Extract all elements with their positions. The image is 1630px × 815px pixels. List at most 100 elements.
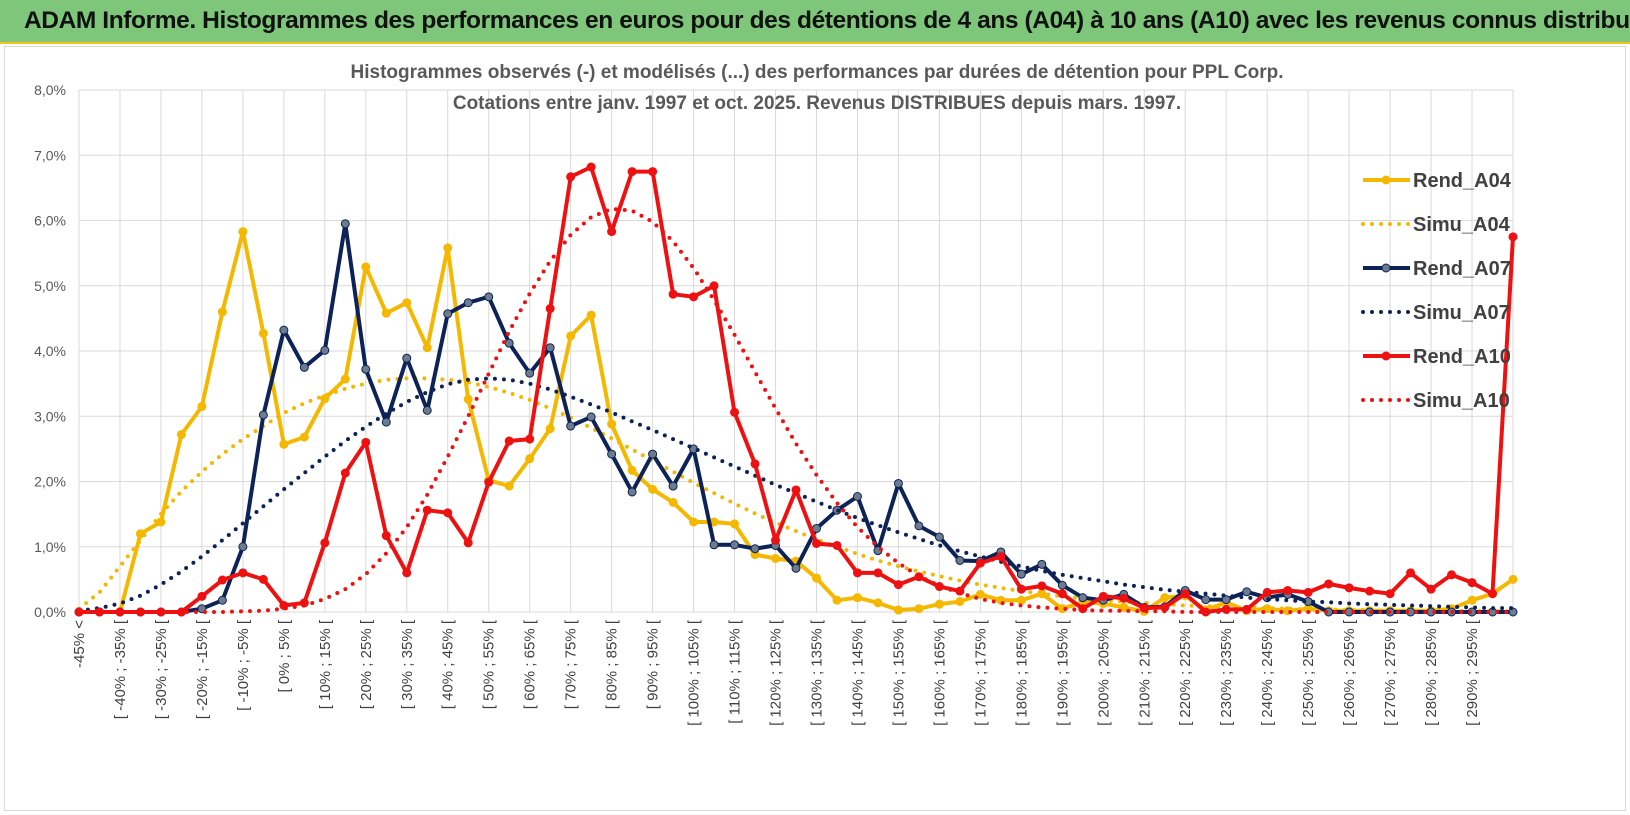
- point-Rend_A04: [1119, 602, 1129, 612]
- point-Rend_A04: [299, 432, 309, 442]
- x-tick-label: [ 60% ; 65% [: [522, 619, 539, 709]
- point-Rend_A10: [893, 580, 903, 590]
- x-tick-label: [ 290% ; 295% [: [1464, 619, 1481, 726]
- point-Rend_A04: [1160, 593, 1170, 603]
- line-Rend_A04: [79, 229, 1515, 614]
- point-Rend_A07: [299, 362, 309, 372]
- legend-label-Simu_A10: Simu_A10: [1413, 390, 1510, 412]
- x-tick-label: [ 80% ; 85% [: [604, 619, 621, 709]
- point-Rend_A10: [1406, 568, 1416, 578]
- point-Rend_A07: [340, 219, 350, 229]
- point-Rend_A10: [566, 172, 576, 182]
- y-tick-label: 5,0%: [34, 278, 66, 294]
- point-Rend_A10: [648, 167, 658, 177]
- point-Rend_A10: [463, 538, 473, 548]
- point-Rend_A07: [381, 417, 391, 427]
- point-Rend_A10: [258, 574, 268, 584]
- x-tick-label: [ 250% ; 255% [: [1300, 619, 1317, 726]
- point-Rend_A07: [627, 487, 637, 497]
- point-Rend_A07: [1078, 593, 1088, 603]
- legend-item-Simu_A10: Simu_A10: [1361, 390, 1510, 412]
- x-tick-label: [ 230% ; 235% [: [1218, 619, 1235, 726]
- x-tick-label: [ 280% ; 285% [: [1423, 619, 1440, 726]
- point-Rend_A10: [627, 167, 637, 177]
- chart-title-line-2: Cotations entre janv. 1997 et oct. 2025.…: [453, 93, 1181, 114]
- point-Rend_A04: [422, 343, 432, 353]
- y-tick-label: 2,0%: [34, 474, 66, 490]
- point-Rend_A10: [1180, 589, 1190, 599]
- point-Rend_A10: [1508, 232, 1518, 242]
- legend-label-Simu_A04: Simu_A04: [1413, 214, 1511, 236]
- point-Rend_A04: [852, 593, 862, 603]
- x-tick-label: [ 40% ; 45% [: [440, 619, 457, 709]
- point-Rend_A04: [811, 573, 821, 583]
- point-Rend_A04: [381, 308, 391, 318]
- point-Rend_A04: [893, 605, 903, 615]
- point-Rend_A04: [238, 227, 248, 237]
- y-tick-label: 8,0%: [34, 82, 66, 98]
- point-Rend_A10: [689, 292, 699, 302]
- point-Rend_A04: [320, 394, 330, 404]
- point-Rend_A04: [402, 298, 412, 308]
- x-tick-label: -45% <: [71, 620, 88, 668]
- x-tick-label: [ 260% ; 265% [: [1341, 619, 1358, 726]
- point-Rend_A10: [1057, 589, 1067, 599]
- point-Rend_A04: [566, 331, 576, 341]
- x-tick-label: [ 100% ; 105% [: [686, 619, 703, 726]
- point-Rend_A07: [443, 309, 453, 319]
- point-Rend_A07: [279, 325, 289, 335]
- legend-item-Rend_A04: Rend_A04: [1363, 170, 1512, 192]
- point-Rend_A10: [238, 568, 248, 578]
- point-Rend_A07: [893, 478, 903, 488]
- legend: Rend_A04 Simu_A04 Rend_A07 Simu_A07 Rend_A10…: [1361, 170, 1512, 412]
- point-Rend_A07: [586, 412, 596, 422]
- x-tick-label: [ 170% ; 175% [: [972, 619, 989, 726]
- point-Rend_A10: [730, 407, 740, 417]
- point-Rend_A07: [852, 492, 862, 502]
- point-Rend_A10: [402, 568, 412, 578]
- x-tick-label: [ -20% ; -15% [: [194, 619, 211, 719]
- point-Rend_A04: [340, 374, 350, 384]
- x-tick-label: [ -30% ; -25% [: [153, 619, 170, 719]
- x-tick-label: [ 180% ; 185% [: [1013, 619, 1030, 726]
- point-Rend_A10: [1385, 589, 1395, 599]
- point-Rend_A07: [1057, 580, 1067, 590]
- chart-frame: [4, 46, 1626, 811]
- point-Rend_A10: [586, 162, 596, 172]
- point-Rend_A04: [176, 430, 186, 440]
- point-Rend_A07: [955, 555, 965, 565]
- point-Rend_A07: [1242, 587, 1252, 597]
- point-Rend_A04: [1508, 574, 1518, 584]
- point-Rend_A10: [791, 485, 801, 495]
- point-Rend_A10: [1365, 586, 1375, 596]
- point-Rend_A07: [709, 540, 719, 550]
- x-tick-label: [ 140% ; 145% [: [849, 619, 866, 726]
- legend-label-Rend_A10: Rend_A10: [1413, 346, 1511, 368]
- point-Rend_A10: [1324, 579, 1334, 589]
- point-Rend_A07: [566, 421, 576, 431]
- point-Rend_A10: [1467, 578, 1477, 588]
- point-Rend_A04: [648, 484, 658, 494]
- y-tick-label: 6,0%: [34, 213, 66, 229]
- x-tick-label: [ 70% ; 75% [: [563, 619, 580, 709]
- x-tick-label: [ 50% ; 55% [: [481, 619, 498, 709]
- series-Simu_A04: [77, 376, 1515, 614]
- point-Rend_A10: [873, 568, 883, 578]
- point-Rend_A10: [1283, 585, 1293, 595]
- series-Rend_A10: [74, 162, 1518, 617]
- point-Rend_A10: [832, 540, 842, 550]
- point-Rend_A10: [1119, 593, 1129, 603]
- point-Rend_A10: [1447, 570, 1457, 580]
- point-Rend_A04: [443, 243, 453, 253]
- x-tick-label: [ -40% ; -35% [: [112, 619, 129, 719]
- x-tick-label: [ 0% ; 5% [: [276, 619, 293, 692]
- report-banner: ADAM Informe. Histogrammes des performan…: [0, 0, 1630, 44]
- point-Rend_A10: [811, 538, 821, 548]
- point-Rend_A04: [607, 419, 617, 429]
- point-Rend_A10: [1426, 584, 1436, 594]
- y-tick-label: 4,0%: [34, 343, 66, 359]
- x-tick-label: [ 190% ; 195% [: [1054, 619, 1071, 726]
- point-Rend_A07: [914, 521, 924, 531]
- point-Rend_A07: [463, 298, 473, 308]
- x-tick-label: [ 30% ; 35% [: [399, 619, 416, 709]
